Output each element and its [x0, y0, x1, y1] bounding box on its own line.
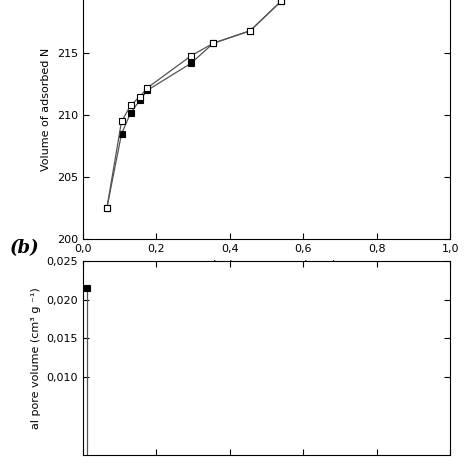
- X-axis label: Relative Presure (P/P₀): Relative Presure (P/P₀): [197, 260, 337, 273]
- Text: (b): (b): [9, 239, 39, 257]
- Y-axis label: al pore volume (cm³ g ⁻¹): al pore volume (cm³ g ⁻¹): [31, 287, 41, 429]
- Y-axis label: Volume of adsorbed N: Volume of adsorbed N: [41, 47, 51, 171]
